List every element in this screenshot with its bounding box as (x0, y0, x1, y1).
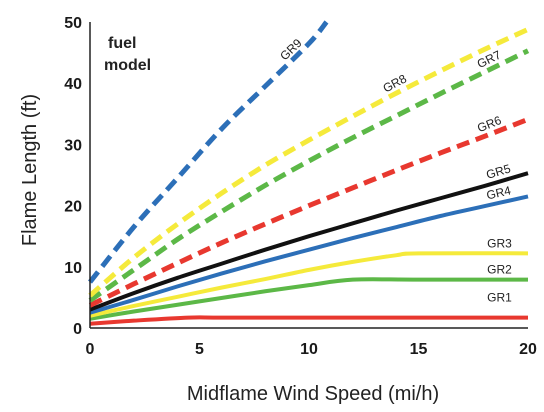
y-tick-labels: 0 10 20 30 40 50 (64, 15, 82, 338)
y-tick-label: 30 (64, 137, 82, 154)
series-line-gr9 (88, 20, 329, 284)
series-line-gr3 (89, 251, 529, 318)
series-line-gr4 (89, 194, 529, 315)
x-tick-label: 15 (410, 341, 428, 358)
series-line-gr8 (88, 27, 530, 298)
y-tick-label: 0 (73, 321, 82, 338)
series-line-gr2 (89, 277, 528, 321)
y-tick-label: 20 (64, 199, 82, 216)
series-line-gr7 (88, 48, 530, 303)
x-axis-title: Midflame Wind Speed (mi/h) (187, 383, 439, 405)
series-line-gr1 (89, 315, 528, 326)
series-label-gr3: GR3 (487, 236, 512, 250)
series-lines (88, 20, 530, 326)
y-tick-label: 50 (64, 15, 82, 32)
series-line-gr5 (89, 171, 529, 312)
series-label-gr4: GR4 (485, 183, 512, 202)
series-label-gr1: GR1 (487, 291, 512, 305)
y-axis-title: Flame Length (ft) (19, 94, 41, 246)
series-label-gr2: GR2 (487, 263, 512, 277)
x-tick-label: 10 (300, 341, 318, 358)
x-tick-labels: 0 5 10 15 20 (86, 341, 537, 358)
x-tick-label: 5 (195, 341, 204, 358)
series-label-gr5: GR5 (485, 161, 513, 181)
axes (89, 22, 528, 329)
series-label-gr9: GR9 (277, 36, 305, 63)
y-tick-label: 40 (64, 76, 82, 93)
x-tick-label: 20 (519, 341, 537, 358)
x-tick-label: 0 (86, 341, 95, 358)
legend-title-line-1: fuel (108, 35, 136, 52)
y-tick-label: 10 (64, 260, 82, 277)
legend-title-line-2: model (104, 57, 151, 74)
series-line-gr6 (88, 116, 529, 308)
